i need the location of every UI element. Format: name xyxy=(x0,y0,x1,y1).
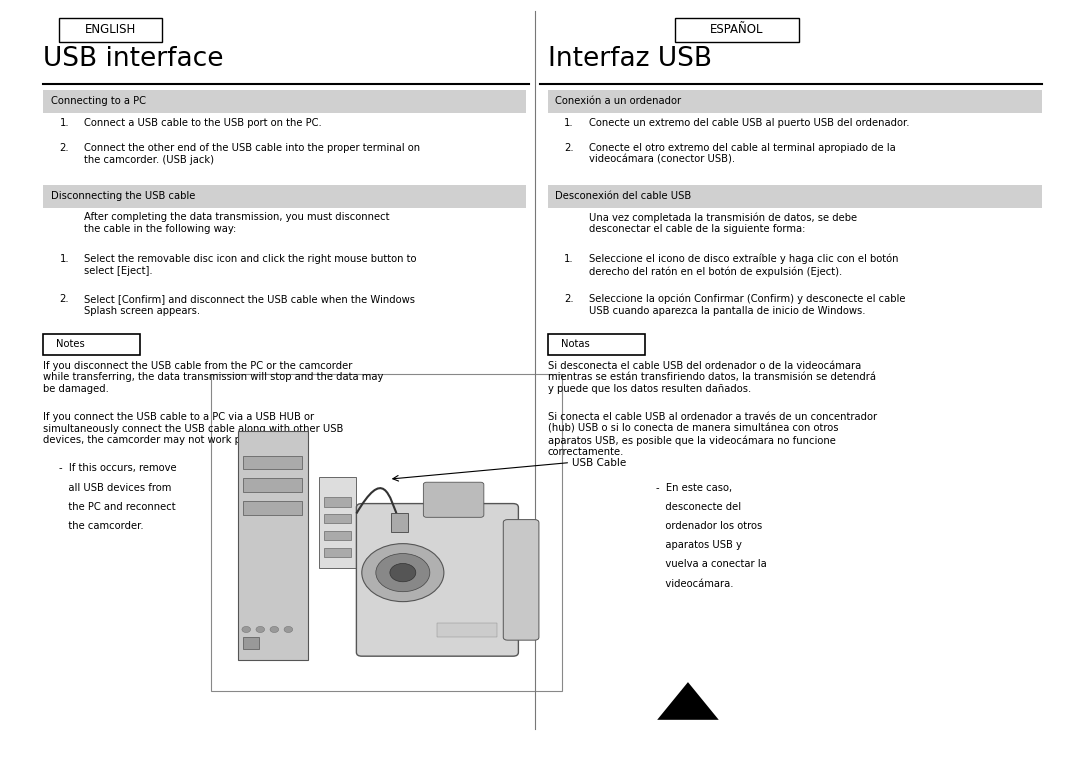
Text: USB interface: USB interface xyxy=(43,46,224,72)
FancyBboxPatch shape xyxy=(43,185,526,208)
Circle shape xyxy=(256,626,265,633)
Text: SAMSUNG: SAMSUNG xyxy=(454,628,480,633)
Text: Una vez completada la transmisión de datos, se debe
desconectar el cable de la s: Una vez completada la transmisión de dat… xyxy=(589,212,856,234)
Circle shape xyxy=(242,626,251,633)
FancyBboxPatch shape xyxy=(548,334,645,355)
FancyBboxPatch shape xyxy=(437,623,497,637)
Text: 2.: 2. xyxy=(59,294,69,304)
FancyBboxPatch shape xyxy=(59,18,162,42)
Text: 1.: 1. xyxy=(564,254,573,264)
Text: Connecting to a PC: Connecting to a PC xyxy=(51,96,146,107)
FancyBboxPatch shape xyxy=(43,334,140,355)
FancyBboxPatch shape xyxy=(319,477,356,568)
FancyBboxPatch shape xyxy=(503,520,539,640)
FancyBboxPatch shape xyxy=(243,501,302,515)
Text: Select [Confirm] and disconnect the USB cable when the Windows
Splash screen app: Select [Confirm] and disconnect the USB … xyxy=(84,294,415,316)
Text: -  En este caso,: - En este caso, xyxy=(656,482,731,493)
Text: Desconexión del cable USB: Desconexión del cable USB xyxy=(555,192,691,201)
Circle shape xyxy=(362,543,444,601)
Text: ENGLISH: ENGLISH xyxy=(85,23,136,37)
Text: desconecte del: desconecte del xyxy=(656,502,741,512)
FancyBboxPatch shape xyxy=(548,90,1042,113)
Text: Connect a USB cable to the USB port on the PC.: Connect a USB cable to the USB port on t… xyxy=(84,118,322,127)
FancyBboxPatch shape xyxy=(423,482,484,517)
Text: Seleccione la opción Confirmar (Confirm) y desconecte el cable
USB cuando aparez: Seleccione la opción Confirmar (Confirm)… xyxy=(589,294,905,316)
FancyBboxPatch shape xyxy=(324,531,351,540)
Text: ESPAÑOL: ESPAÑOL xyxy=(711,23,764,37)
FancyBboxPatch shape xyxy=(324,497,351,507)
Text: If you disconnect the USB cable from the PC or the camcorder
while transferring,: If you disconnect the USB cable from the… xyxy=(43,361,383,394)
FancyBboxPatch shape xyxy=(391,513,408,532)
FancyBboxPatch shape xyxy=(43,90,526,113)
Text: 1.: 1. xyxy=(59,118,69,127)
FancyBboxPatch shape xyxy=(324,514,351,523)
Circle shape xyxy=(284,626,293,633)
Text: ordenador los otros: ordenador los otros xyxy=(656,521,761,531)
Text: vuelva a conectar la: vuelva a conectar la xyxy=(656,559,767,569)
Text: Si conecta el cable USB al ordenador a través de un concentrador
(hub) USB o si : Si conecta el cable USB al ordenador a t… xyxy=(548,412,877,458)
FancyBboxPatch shape xyxy=(675,18,799,42)
Text: Interfaz USB: Interfaz USB xyxy=(548,46,712,72)
Text: After completing the data transmission, you must disconnect
the cable in the fol: After completing the data transmission, … xyxy=(84,212,390,234)
Text: 1.: 1. xyxy=(59,254,69,264)
FancyBboxPatch shape xyxy=(238,431,308,660)
Polygon shape xyxy=(657,682,719,720)
Text: the camcorder.: the camcorder. xyxy=(59,521,144,531)
Text: Conexión a un ordenador: Conexión a un ordenador xyxy=(555,96,681,107)
Text: aparatos USB y: aparatos USB y xyxy=(656,540,742,550)
FancyBboxPatch shape xyxy=(548,185,1042,208)
Text: If you connect the USB cable to a PC via a USB HUB or
simultaneously connect the: If you connect the USB cable to a PC via… xyxy=(43,412,343,446)
Circle shape xyxy=(376,554,430,592)
Text: videocámara.: videocámara. xyxy=(656,578,733,589)
FancyBboxPatch shape xyxy=(324,548,351,557)
Text: Seleccione el icono de disco extraíble y haga clic con el botón
derecho del rató: Seleccione el icono de disco extraíble y… xyxy=(589,254,899,277)
Text: Conecte el otro extremo del cable al terminal apropiado de la
videocámara (conec: Conecte el otro extremo del cable al ter… xyxy=(589,143,895,165)
FancyBboxPatch shape xyxy=(243,456,302,469)
Text: Notes: Notes xyxy=(56,340,85,349)
Text: USB Cable: USB Cable xyxy=(572,458,626,468)
Text: 2.: 2. xyxy=(564,294,573,304)
Text: Connect the other end of the USB cable into the proper terminal on
the camcorder: Connect the other end of the USB cable i… xyxy=(84,143,420,165)
Text: 79: 79 xyxy=(680,705,696,715)
FancyBboxPatch shape xyxy=(243,637,259,649)
FancyBboxPatch shape xyxy=(243,478,302,492)
Text: Notas: Notas xyxy=(561,340,590,349)
Text: -  If this occurs, remove: - If this occurs, remove xyxy=(59,463,177,473)
Text: Conecte un extremo del cable USB al puerto USB del ordenador.: Conecte un extremo del cable USB al puer… xyxy=(589,118,909,127)
FancyBboxPatch shape xyxy=(356,504,518,656)
Text: 2.: 2. xyxy=(59,143,69,153)
Text: all USB devices from: all USB devices from xyxy=(59,482,172,493)
Text: 2.: 2. xyxy=(564,143,573,153)
Text: 1.: 1. xyxy=(564,118,573,127)
Circle shape xyxy=(390,563,416,582)
FancyBboxPatch shape xyxy=(211,374,562,691)
Circle shape xyxy=(270,626,279,633)
Text: Disconnecting the USB cable: Disconnecting the USB cable xyxy=(51,192,195,201)
Text: the PC and reconnect: the PC and reconnect xyxy=(59,502,176,512)
Text: Si desconecta el cable USB del ordenador o de la videocámara
mientras se están t: Si desconecta el cable USB del ordenador… xyxy=(548,361,876,394)
Text: Select the removable disc icon and click the right mouse button to
select [Eject: Select the removable disc icon and click… xyxy=(84,254,417,275)
